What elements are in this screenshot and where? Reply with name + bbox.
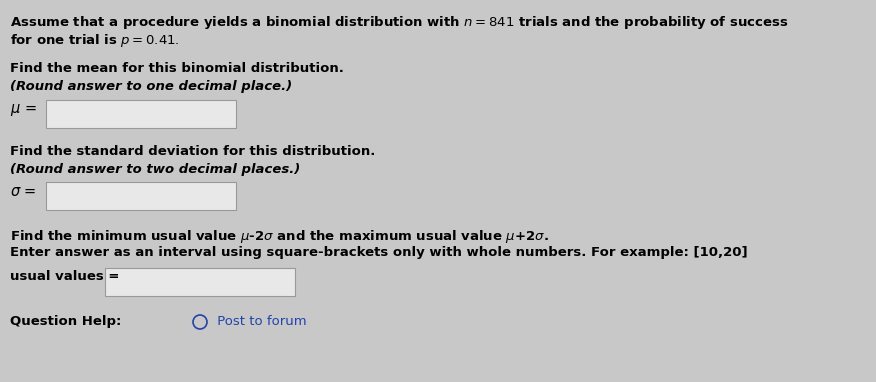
- Text: $\mu$ =: $\mu$ =: [10, 102, 37, 118]
- Text: usual values =: usual values =: [10, 270, 119, 283]
- Text: for one trial is $p=0.41.$: for one trial is $p=0.41.$: [10, 32, 180, 49]
- Text: Enter answer as an interval using square-brackets only with whole numbers. For e: Enter answer as an interval using square…: [10, 246, 747, 259]
- FancyBboxPatch shape: [105, 268, 295, 296]
- Text: (Round answer to one decimal place.): (Round answer to one decimal place.): [10, 80, 292, 93]
- Text: (Round answer to two decimal places.): (Round answer to two decimal places.): [10, 163, 300, 176]
- Text: Assume that a procedure yields a binomial distribution with $n=841$ trials and t: Assume that a procedure yields a binomia…: [10, 14, 788, 31]
- Text: Find the mean for this binomial distribution.: Find the mean for this binomial distribu…: [10, 62, 344, 75]
- Text: Post to forum: Post to forum: [213, 315, 307, 328]
- FancyBboxPatch shape: [46, 182, 236, 210]
- FancyBboxPatch shape: [46, 100, 236, 128]
- Text: $\sigma$ =: $\sigma$ =: [10, 184, 37, 199]
- Text: Question Help:: Question Help:: [10, 315, 122, 328]
- Text: Find the standard deviation for this distribution.: Find the standard deviation for this dis…: [10, 145, 376, 158]
- Text: Find the minimum usual value $\mu$-2$\sigma$ and the maximum usual value $\mu$+2: Find the minimum usual value $\mu$-2$\si…: [10, 228, 549, 245]
